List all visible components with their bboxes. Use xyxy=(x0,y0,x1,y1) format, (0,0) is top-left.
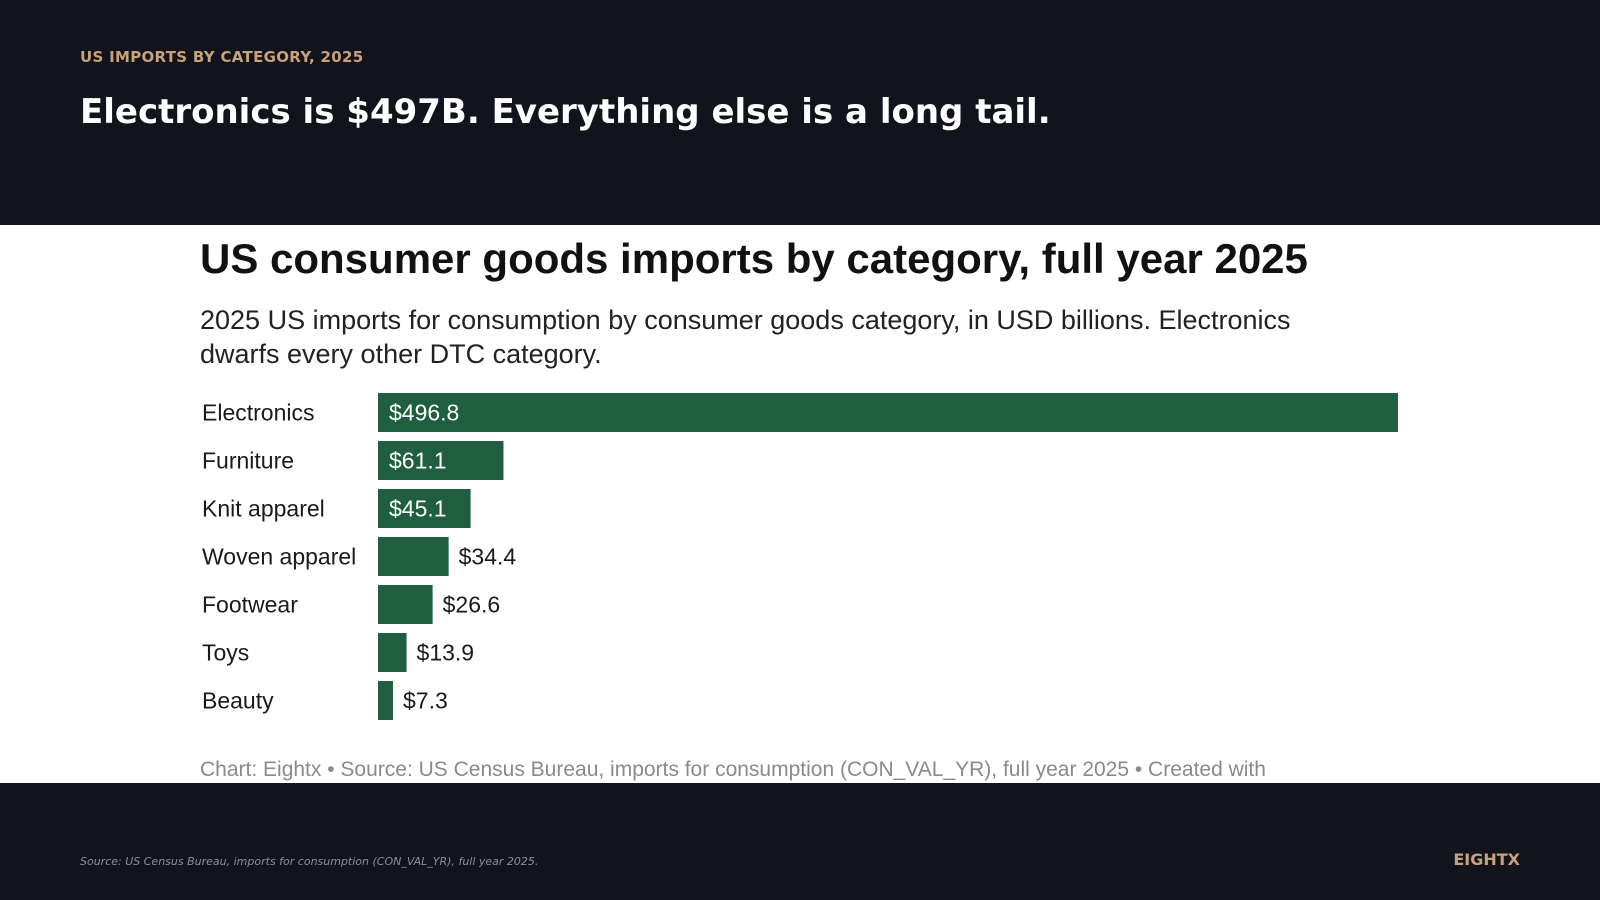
bar-footwear xyxy=(378,585,433,624)
value-label: $45.1 xyxy=(389,496,447,522)
category-label: Woven apparel xyxy=(202,544,356,570)
chart-credit: Chart: Eightx • Source: US Census Bureau… xyxy=(200,758,1266,781)
category-label: Footwear xyxy=(202,592,298,618)
bar-knit-apparel xyxy=(378,489,471,528)
value-label: $13.9 xyxy=(417,640,475,666)
footer-source: Source: US Census Bureau, imports for co… xyxy=(80,855,539,868)
brand-logo: EIGHTX xyxy=(1453,850,1520,869)
bar-toys xyxy=(378,633,407,672)
category-label: Electronics xyxy=(202,400,314,426)
category-label: Beauty xyxy=(202,688,274,714)
category-label: Furniture xyxy=(202,448,294,474)
chart-panel: US consumer goods imports by category, f… xyxy=(0,225,1600,783)
value-label: $61.1 xyxy=(389,448,447,474)
category-label: Knit apparel xyxy=(202,496,325,522)
chart-title: US consumer goods imports by category, f… xyxy=(200,235,1308,282)
value-label: $26.6 xyxy=(443,592,501,618)
slide-header: US IMPORTS BY CATEGORY, 2025 Electronics… xyxy=(0,0,1600,225)
value-label: $7.3 xyxy=(403,688,448,714)
headline: Electronics is $497B. Everything else is… xyxy=(80,92,1051,132)
bar-furniture xyxy=(378,441,504,480)
bar-electronics xyxy=(378,393,1398,432)
kicker-label: US IMPORTS BY CATEGORY, 2025 xyxy=(80,48,364,66)
bar-beauty xyxy=(378,681,393,720)
chart-subtitle: 2025 US imports for consumption by consu… xyxy=(200,305,1291,369)
bar-woven-apparel xyxy=(378,537,449,576)
value-label: $34.4 xyxy=(459,544,517,570)
bar-chart: Electronics $496.8 Furniture $61.1 Knit appa… xyxy=(202,393,1398,720)
value-label: $496.8 xyxy=(389,400,459,426)
category-label: Toys xyxy=(202,640,249,666)
